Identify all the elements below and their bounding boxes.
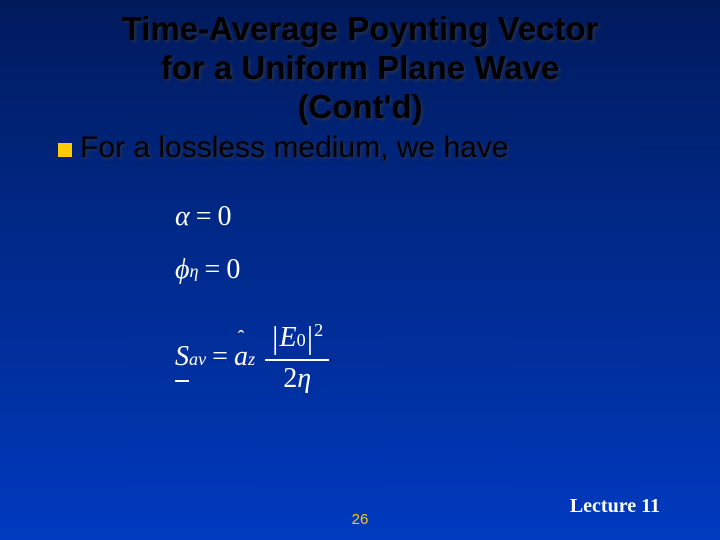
equations-block: α = 0 ϕη = 0 Sav = ˆ a z |E0| 2 [0, 165, 720, 395]
equation-2: ϕη = 0 [175, 248, 720, 293]
eq3-denominator: 2η [277, 364, 317, 395]
eq3-lhs-subscript: av [189, 345, 206, 374]
equation-3: Sav = ˆ a z |E0| 2 2η [175, 320, 720, 395]
eq3-numerator: |E0| 2 [265, 320, 329, 356]
eq3-fraction: |E0| 2 2η [265, 320, 329, 395]
lecture-label: Lecture 11 [570, 495, 660, 518]
fraction-bar-icon [265, 359, 329, 361]
eq2-lhs-subscript: η [190, 257, 199, 286]
eq2-lhs-symbol: ϕ [175, 248, 190, 293]
equation-1: α = 0 [175, 195, 720, 240]
title-line-1: Time-Average Poynting Vector [40, 10, 680, 49]
eq2-rhs: 0 [226, 248, 240, 293]
slide-title: Time-Average Poynting Vector for a Unifo… [0, 0, 720, 127]
bullet-item: For a lossless medium, we have [0, 127, 720, 165]
eq3-numerator-exp: 2 [314, 320, 323, 340]
title-line-2: for a Uniform Plane Wave [40, 49, 680, 88]
abs-bar-icon: | [306, 320, 314, 355]
slide-number: 26 [352, 511, 369, 528]
title-line-3: (Cont'd) [40, 88, 680, 127]
eq1-lhs: α [175, 195, 190, 240]
hat-icon: ˆ [238, 323, 245, 354]
eq3-unit-vector: ˆ a [234, 335, 248, 380]
equals-sign: = [190, 195, 218, 240]
equals-sign: = [199, 248, 227, 293]
slide: Time-Average Poynting Vector for a Unifo… [0, 0, 720, 540]
eq3-unit-vector-sub: z [248, 345, 255, 374]
eq1-rhs: 0 [218, 195, 232, 240]
bullet-square-icon [58, 143, 72, 157]
eq3-lhs-symbol: S [175, 335, 189, 380]
bullet-text: For a lossless medium, we have [80, 131, 509, 165]
equals-sign: = [206, 335, 234, 380]
abs-bar-icon: | [271, 320, 279, 355]
